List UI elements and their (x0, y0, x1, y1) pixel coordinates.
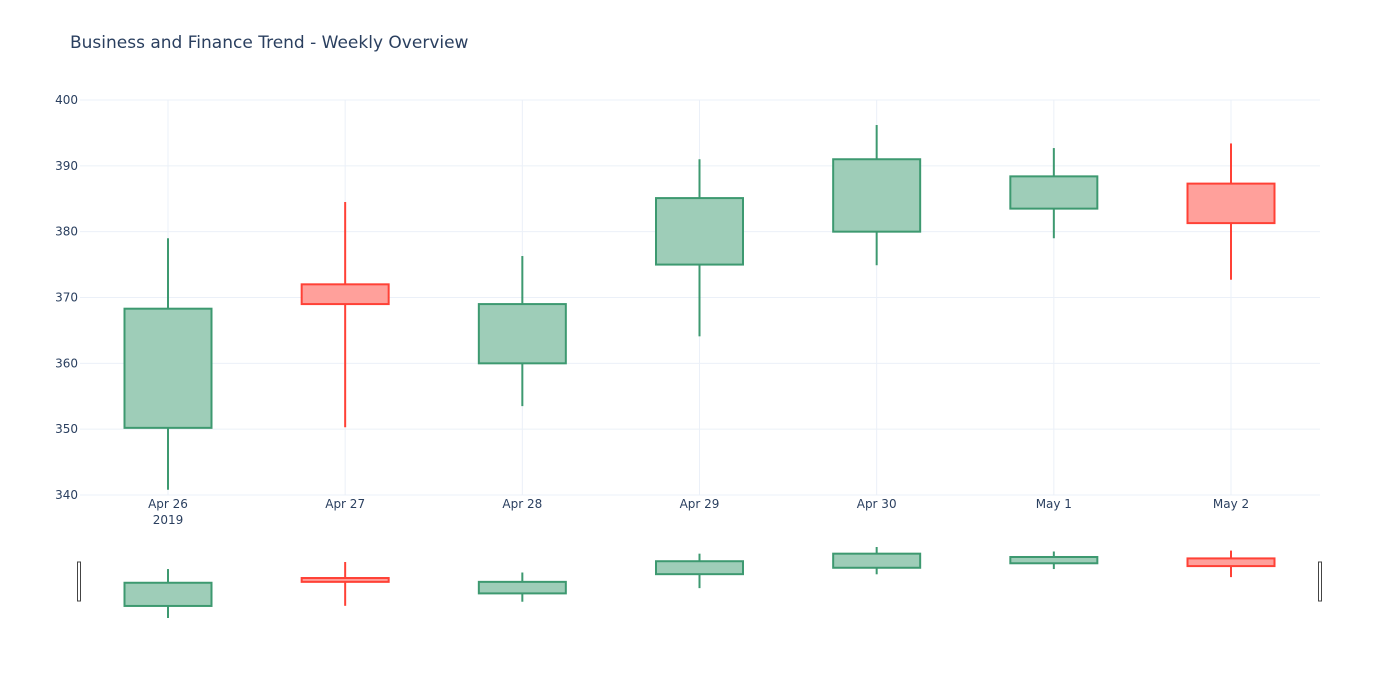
slider-candle-body (655, 560, 744, 576)
y-tick-label: 360 (55, 356, 78, 370)
range-slider-right-handle[interactable] (1318, 561, 1322, 602)
x-tick-label: Apr 30 (857, 497, 897, 511)
x-axis: Apr 26 Apr 27 Apr 28 Apr 29 Apr 30 May 1 May 2… (148, 497, 1249, 527)
candle-body (1009, 175, 1099, 210)
y-tick-label: 340 (55, 488, 78, 502)
candle-body (655, 197, 744, 266)
x-tick-label: Apr 26 (148, 497, 188, 511)
chart-title: Business and Finance Trend - Weekly Over… (70, 33, 469, 53)
candle-body (477, 303, 567, 365)
y-tick-label: 390 (55, 159, 78, 173)
range-slider-left-handle[interactable] (77, 561, 81, 602)
slider-candle-body (1186, 557, 1276, 568)
x-tick-label: Apr 27 (325, 497, 365, 511)
slider-candle-body (832, 552, 922, 569)
y-tick-label: 370 (55, 291, 78, 305)
x-tick-label: Apr 28 (502, 497, 542, 511)
candle-body (832, 158, 922, 233)
x-tick-label: Apr 29 (680, 497, 720, 511)
y-tick-label: 380 (55, 225, 78, 239)
range-slider[interactable] (77, 547, 1322, 618)
y-axis: 340 350 360 370 380 390 400 (55, 93, 78, 502)
slider-candle-body (300, 577, 390, 583)
x-tick-label: May 2 (1213, 497, 1249, 511)
x-year-label: 2019 (153, 513, 184, 527)
slider-candle-body (1009, 555, 1099, 565)
y-tick-label: 350 (55, 422, 78, 436)
slider-candle-body (123, 581, 213, 607)
x-tick-label: May 1 (1036, 497, 1072, 511)
slider-candle-body (477, 580, 567, 595)
candle-body (300, 283, 390, 306)
candles (123, 125, 1276, 490)
y-tick-label: 400 (55, 93, 78, 107)
candle-body (1186, 182, 1276, 225)
candle-body (123, 307, 213, 429)
